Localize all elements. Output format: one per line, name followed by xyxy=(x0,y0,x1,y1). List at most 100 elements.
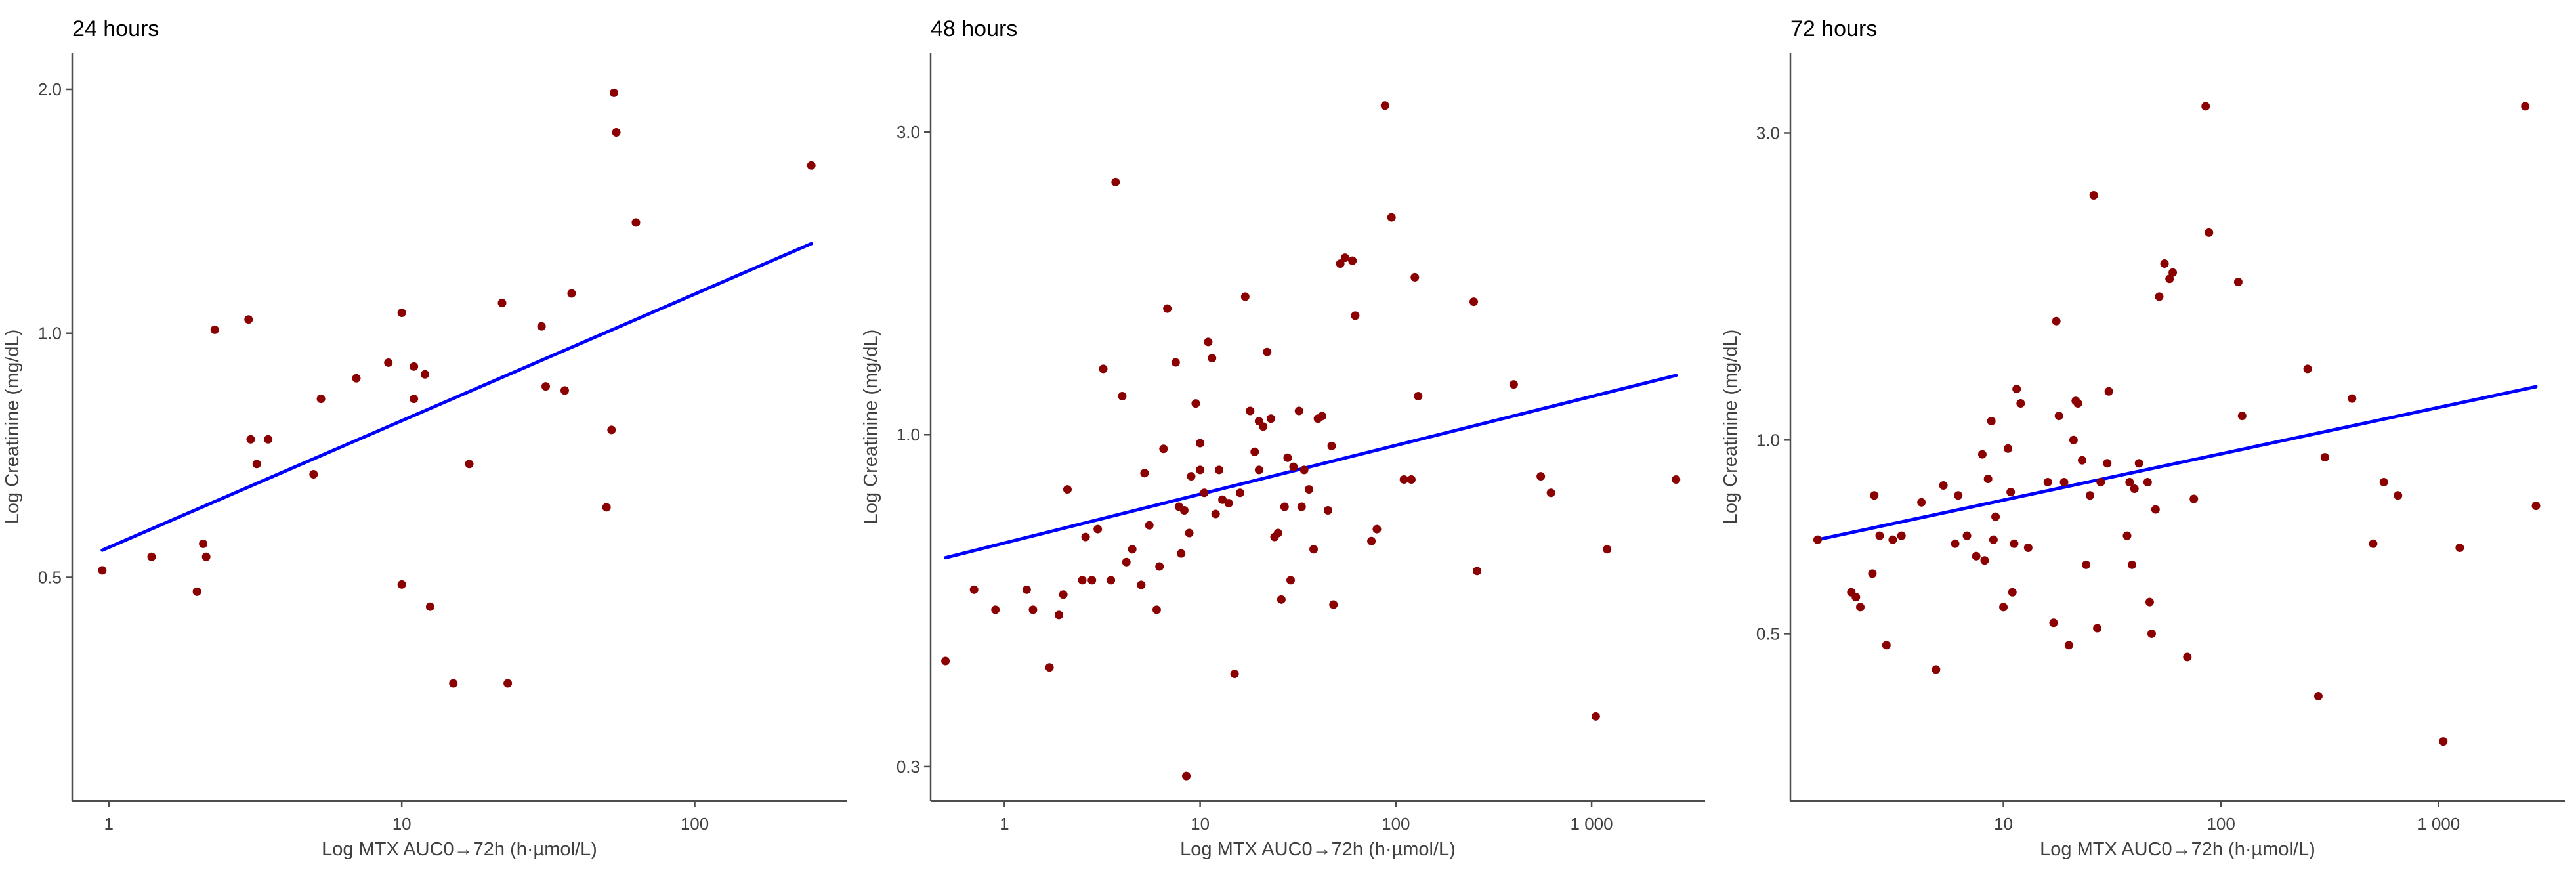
data-point xyxy=(969,585,979,594)
data-point xyxy=(1972,551,1981,561)
data-point xyxy=(1348,256,1357,265)
data-point xyxy=(2054,412,2063,421)
x-tick-label: 10 xyxy=(392,814,412,834)
data-point xyxy=(1277,595,1286,604)
y-axis-label: Log Creatinine (mg/dL) xyxy=(1720,330,1741,524)
data-point xyxy=(1093,524,1103,534)
x-tick-label: 10 xyxy=(1994,814,2013,834)
data-point xyxy=(567,289,576,298)
data-point xyxy=(1107,576,1116,585)
data-point xyxy=(1063,485,1072,494)
data-point xyxy=(1273,528,1282,538)
data-point xyxy=(2168,268,2178,277)
data-point xyxy=(2143,478,2152,487)
regression-line xyxy=(944,374,1678,560)
data-point xyxy=(1980,556,1989,565)
data-point xyxy=(1230,670,1239,679)
data-point xyxy=(1299,465,1309,475)
data-point xyxy=(1224,499,1233,508)
panel-24-hours: 24 hours Log Creatinine (mg/dL) Log MTX … xyxy=(2,16,847,860)
data-point xyxy=(612,127,621,137)
data-point xyxy=(1196,438,1205,448)
data-point xyxy=(1951,539,1960,548)
data-point xyxy=(1414,392,1423,401)
data-point xyxy=(1367,536,1376,545)
data-point xyxy=(1246,406,1255,416)
data-point xyxy=(2016,398,2025,408)
x-tick-label: 1 000 xyxy=(1571,814,1613,834)
data-point xyxy=(1240,292,1250,301)
data-point xyxy=(2521,102,2530,111)
data-point xyxy=(309,470,318,479)
data-point xyxy=(384,358,393,367)
y-tick-label: 1.0 xyxy=(38,324,62,343)
data-point xyxy=(1870,491,1879,500)
data-point xyxy=(1208,354,1217,363)
x-axis-label: Log MTX AUC0→72h (h·µmol/L) xyxy=(322,839,597,860)
x-tick-label: 100 xyxy=(1382,814,1410,834)
panel-title: 72 hours xyxy=(1790,16,1877,41)
data-point xyxy=(1171,358,1180,367)
y-tick-label: 2.0 xyxy=(38,79,62,99)
data-point xyxy=(941,656,950,666)
data-point xyxy=(2128,560,2137,569)
y-tick-label: 1.0 xyxy=(1756,430,1780,450)
data-point xyxy=(2369,539,2378,548)
data-point xyxy=(807,161,816,170)
x-tick-label: 100 xyxy=(2206,814,2235,834)
data-point xyxy=(2006,488,2016,497)
y-tick-label: 3.0 xyxy=(1756,123,1780,142)
data-point xyxy=(1182,771,1191,781)
data-point xyxy=(2010,539,2019,548)
data-point xyxy=(541,382,550,391)
data-point xyxy=(1323,505,1332,515)
data-point xyxy=(1054,610,1063,620)
data-point xyxy=(244,315,253,324)
data-point xyxy=(1215,465,1224,475)
data-point xyxy=(560,386,569,395)
x-axis-label: Log MTX AUC0→72h (h·µmol/L) xyxy=(1180,839,1456,860)
data-point xyxy=(2531,502,2541,511)
data-point xyxy=(201,552,211,561)
data-point xyxy=(465,460,474,469)
data-point xyxy=(316,395,326,404)
data-point xyxy=(2012,385,2021,394)
data-point xyxy=(1399,475,1408,484)
regression-line xyxy=(1815,385,2538,542)
y-axis-label: Log Creatinine (mg/dL) xyxy=(860,330,881,524)
y-tick-label: 3.0 xyxy=(897,122,920,142)
data-point xyxy=(1317,412,1326,421)
x-tick-label: 1 xyxy=(1000,814,1009,834)
data-point xyxy=(2052,316,2061,326)
data-point xyxy=(2069,435,2078,444)
data-point xyxy=(252,460,261,469)
data-point xyxy=(2183,652,2192,662)
data-point xyxy=(1191,399,1200,408)
data-point xyxy=(2205,228,2214,237)
data-point xyxy=(1280,502,1289,511)
data-point xyxy=(1672,475,1681,484)
data-point xyxy=(1218,495,1227,504)
data-point xyxy=(1294,406,1303,416)
data-point xyxy=(2122,531,2132,540)
data-point xyxy=(2303,364,2312,374)
y-tick-label: 0.5 xyxy=(38,567,62,587)
y-tick-label: 0.3 xyxy=(897,757,920,777)
data-point xyxy=(449,679,458,688)
data-point xyxy=(2096,478,2105,487)
data-point xyxy=(2125,478,2134,487)
data-point xyxy=(2089,191,2098,200)
data-point xyxy=(602,503,611,512)
data-point xyxy=(1028,605,1038,614)
data-point xyxy=(1305,485,1314,494)
data-point xyxy=(397,580,406,589)
data-point xyxy=(1932,665,1941,674)
data-point xyxy=(2073,398,2082,408)
data-point xyxy=(1340,253,1349,263)
data-point xyxy=(1155,562,1164,571)
data-point xyxy=(2147,629,2156,638)
x-tick-label: 1 000 xyxy=(2417,814,2460,834)
data-point xyxy=(991,605,1000,614)
data-point xyxy=(1473,567,1482,576)
data-point xyxy=(1250,447,1259,456)
